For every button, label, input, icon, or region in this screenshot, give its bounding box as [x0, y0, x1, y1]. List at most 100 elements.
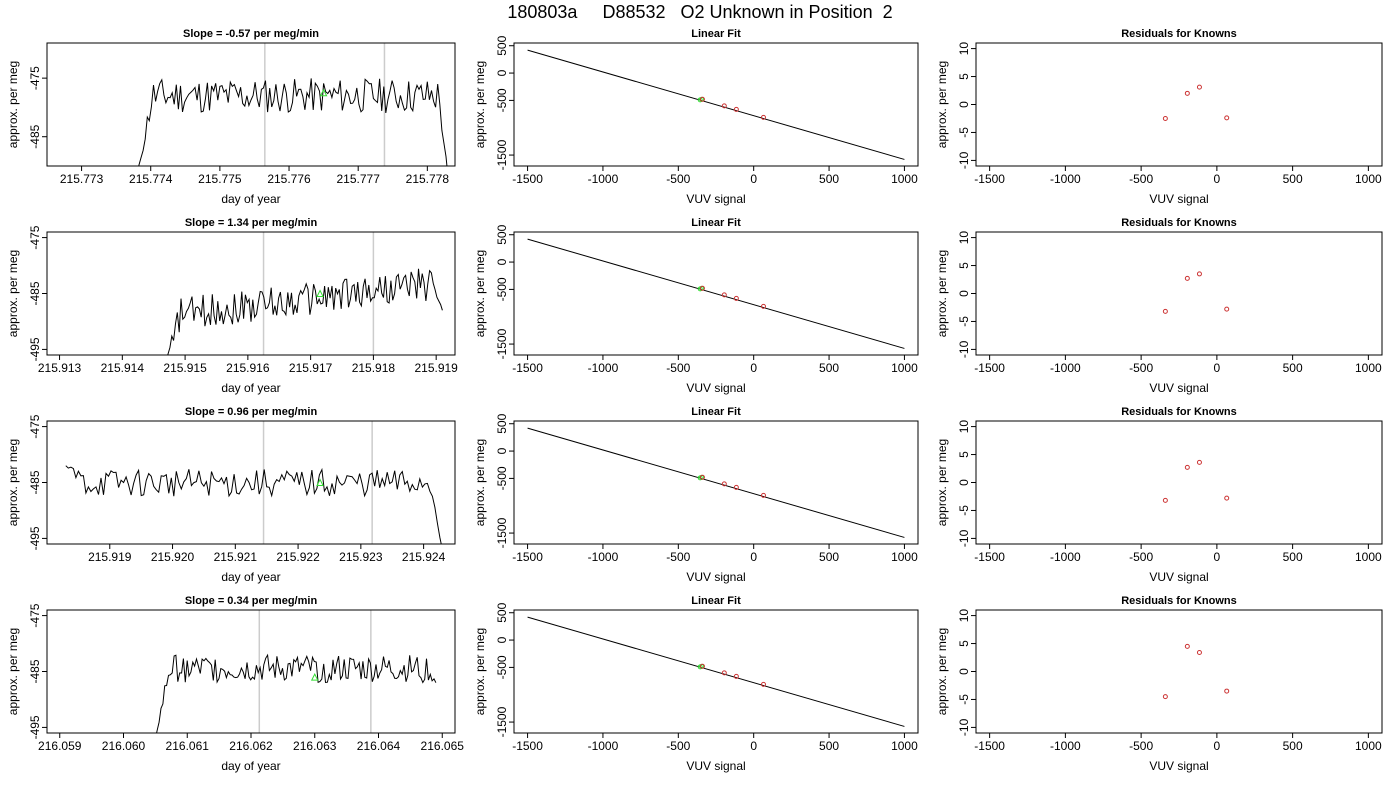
- x-tick-label: -500: [1129, 361, 1153, 375]
- x-tick-label: 215.922: [276, 550, 320, 564]
- y-tick-label: 5: [957, 262, 971, 269]
- y-tick-label: -500: [495, 466, 509, 490]
- x-tick-label: 215.918: [352, 361, 396, 375]
- x-axis-label: day of year: [221, 192, 280, 206]
- y-tick-label: -10: [957, 529, 971, 547]
- x-axis-label: day of year: [221, 381, 280, 395]
- panel-2-2: Linear Fit -1500 -1000 -500 0 500 1000 500 0 -500…: [473, 217, 919, 395]
- x-tick-label: 216.065: [421, 739, 465, 753]
- fit-line: [527, 238, 905, 349]
- x-tick-label: 1000: [891, 739, 918, 753]
- x-tick-label: -1500: [974, 172, 1005, 186]
- unknown-marker: [319, 88, 328, 97]
- panel-title: Residuals for Knowns: [1121, 28, 1237, 40]
- y-tick-label: -485: [28, 659, 42, 683]
- x-tick-label: -1000: [588, 172, 619, 186]
- y-tick-label: 0: [957, 290, 971, 297]
- panel-4-3: Residuals for Knowns -1500 -1000 -500 0 500 10…: [935, 595, 1383, 773]
- plot-frame: [975, 42, 1383, 167]
- x-tick-label: -1500: [512, 739, 543, 753]
- residual-point: [1162, 497, 1168, 503]
- x-tick-label: -500: [1129, 739, 1153, 753]
- panel-1-2: Linear Fit -1500 -1000 -500 0 500 1000 500 0 -500…: [473, 28, 919, 206]
- x-tick-label: 215.923: [339, 550, 383, 564]
- x-tick-label: 1000: [1355, 361, 1382, 375]
- y-tick-label: 0: [957, 668, 971, 675]
- y-tick-label: -5: [957, 316, 971, 327]
- x-tick-label: 215.919: [414, 361, 458, 375]
- x-tick-label: 500: [819, 172, 839, 186]
- plot-frame: [513, 420, 919, 545]
- plot-area: [156, 610, 437, 733]
- x-tick-label: -1500: [974, 361, 1005, 375]
- x-tick-label: 1000: [1355, 550, 1382, 564]
- y-tick-label: 500: [495, 413, 509, 433]
- y-tick-label: -475: [28, 603, 42, 627]
- panel-4-1: Slope = 0.34 per meg/min 216.059 216.060 21…: [6, 595, 464, 773]
- known-point: [733, 295, 739, 301]
- y-tick-label: -5: [957, 505, 971, 516]
- residual-point: [1184, 275, 1190, 281]
- x-axis-label: day of year: [221, 759, 280, 773]
- x-tick-label: -1500: [974, 550, 1005, 564]
- panel-2-1: Slope = 1.34 per meg/min 215.913 215.914 21…: [6, 217, 458, 395]
- y-tick-label: -500: [495, 88, 509, 112]
- y-axis-label: approx. per meg: [6, 250, 20, 337]
- x-tick-label: 215.915: [163, 361, 207, 375]
- data-trace: [65, 465, 442, 544]
- unknown-marker: [316, 478, 324, 486]
- x-tick-label: 215.913: [38, 361, 82, 375]
- x-tick-label: 216.060: [102, 739, 146, 753]
- x-tick-label: -1000: [588, 361, 619, 375]
- y-tick-label: 10: [957, 231, 971, 245]
- y-axis-label: approx. per meg: [6, 439, 20, 526]
- panel-title: Linear Fit: [691, 28, 741, 40]
- known-point: [721, 103, 727, 109]
- panel-title: Slope = 0.96 per meg/min: [185, 406, 318, 418]
- y-tick-label: -475: [28, 66, 42, 90]
- x-tick-label: 215.914: [101, 361, 145, 375]
- known-point: [699, 474, 705, 480]
- x-tick-label: 215.916: [226, 361, 270, 375]
- x-tick-label: 215.920: [151, 550, 195, 564]
- known-point: [760, 681, 766, 687]
- x-tick-label: 215.917: [289, 361, 333, 375]
- x-tick-label: 0: [1214, 361, 1221, 375]
- panel-title: Slope = 0.34 per meg/min: [185, 595, 318, 607]
- y-axis-label: approx. per meg: [935, 439, 949, 526]
- y-tick-label: 10: [957, 42, 971, 56]
- y-axis-label: approx. per meg: [473, 61, 487, 148]
- x-tick-label: 0: [750, 361, 757, 375]
- panel-3-2: Linear Fit -1500 -1000 -500 0 500 1000 500 0 -500…: [473, 406, 919, 584]
- x-tick-label: 0: [1214, 739, 1221, 753]
- known-point: [699, 663, 705, 669]
- y-axis-label: approx. per meg: [6, 628, 20, 715]
- y-tick-label: -1500: [495, 328, 509, 359]
- x-axis-label: VUV signal: [686, 759, 745, 773]
- x-tick-label: 0: [1214, 550, 1221, 564]
- y-tick-label: -475: [28, 414, 42, 438]
- x-tick-label: 215.919: [88, 550, 132, 564]
- y-axis-label: approx. per meg: [6, 61, 20, 148]
- residual-point: [1224, 115, 1230, 121]
- x-tick-label: 500: [1283, 361, 1303, 375]
- x-tick-label: 1000: [1355, 172, 1382, 186]
- y-tick-label: -10: [957, 151, 971, 169]
- y-tick-label: -5: [957, 127, 971, 138]
- known-point: [699, 96, 705, 102]
- x-tick-label: 1000: [1355, 739, 1382, 753]
- plot-area: [527, 238, 905, 349]
- y-tick-label: -485: [28, 470, 42, 494]
- residual-point: [1184, 643, 1190, 649]
- x-tick-label: -1000: [588, 550, 619, 564]
- y-tick-label: 5: [957, 73, 971, 80]
- y-tick-label: -1500: [495, 706, 509, 737]
- y-axis-label: approx. per meg: [473, 628, 487, 715]
- panel-1-3: Residuals for Knowns -1500 -1000 -500 0 500 10…: [935, 28, 1383, 206]
- panel-title: Slope = -0.57 per meg/min: [183, 28, 319, 40]
- x-tick-label: 500: [819, 361, 839, 375]
- plot-frame: [46, 42, 456, 167]
- x-tick-label: 1000: [891, 172, 918, 186]
- y-tick-label: 10: [957, 609, 971, 623]
- plot-area: [65, 421, 442, 544]
